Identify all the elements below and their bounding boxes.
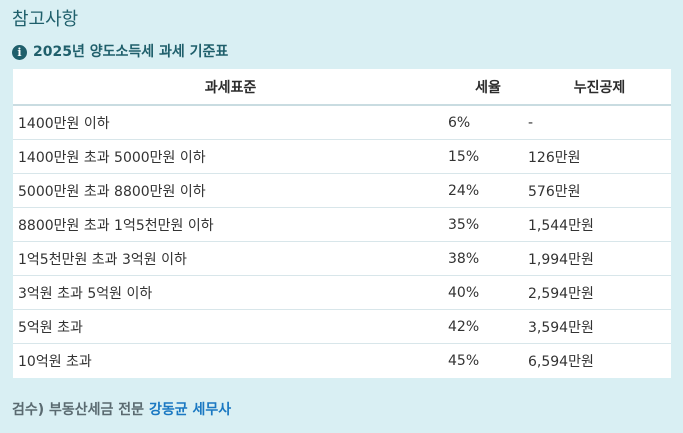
column-header-tax-base: 과세표준 (13, 69, 448, 106)
deduction-cell: 576만원 (528, 173, 671, 208)
tax-base-cell: 5억원 초과 (13, 309, 448, 344)
tax-rate-cell: 24% (448, 173, 528, 208)
tax-base-cell: 10억원 초과 (18, 354, 92, 370)
tax-base-cell: 5000만원 초과 8800만원 이하 (13, 173, 448, 208)
deduction-cell: 1,544만원 (528, 207, 671, 242)
tax-rate-cell: 45% (448, 353, 480, 369)
tax-rate-cell: 15% (448, 139, 528, 174)
tax-rate-cell: 6% (448, 105, 528, 140)
table-row: 1400만원 초과 5000만원 이하 15% 126만원 (13, 139, 671, 174)
table-row: 8800만원 초과 1억5천만원 이하 35% 1,544만원 (13, 207, 671, 242)
tax-base-cell: 1억5천만원 초과 3억원 이하 (13, 241, 448, 276)
tax-base-cell: 3억원 초과 5억원 이하 (13, 275, 448, 310)
table-caption-text: 2025년 양도소득세 과세 기준표 (33, 44, 229, 60)
table-row: 3억원 초과 5억원 이하 40% 2,594만원 (13, 275, 671, 310)
table-header-row: 과세표준 세율 누진공제 (13, 69, 671, 106)
deduction-cell: 1,994만원 (528, 241, 671, 276)
column-header-deduction: 누진공제 (528, 69, 671, 106)
deduction-cell: - (528, 105, 671, 140)
tax-base-cell: 8800만원 초과 1억5천만원 이하 (13, 207, 448, 242)
table-row: 1400만원 이하 6% - (13, 105, 671, 140)
deduction-cell: 2,594만원 (528, 275, 671, 310)
deduction-cell: 6,594만원 (528, 354, 594, 370)
tax-base-cell: 1400만원 이하 (13, 105, 448, 140)
table-caption: i 2025년 양도소득세 과세 기준표 (12, 42, 228, 62)
info-icon: i (12, 44, 27, 60)
table-row: 5억원 초과 42% 3,594만원 (13, 309, 671, 344)
tax-rate-cell: 38% (448, 241, 528, 276)
reviewer-prefix: 검수) 부동산세금 전문 (12, 402, 149, 418)
reviewer-credit: 검수) 부동산세금 전문 강동균 세무사 (12, 400, 231, 420)
tax-rate-cell: 35% (448, 207, 528, 242)
table-row: 1억5천만원 초과 3억원 이하 38% 1,994만원 (13, 241, 671, 276)
tax-rate-cell: 42% (448, 309, 528, 344)
section-title: 참고사항 (12, 9, 79, 30)
tax-rate-table: 과세표준 세율 누진공제 1400만원 이하 6% - 1400만원 초과 50… (13, 69, 671, 378)
tax-rate-cell: 40% (448, 275, 528, 310)
table-row: 5000만원 초과 8800만원 이하 24% 576만원 (13, 173, 671, 208)
deduction-cell: 126만원 (528, 139, 671, 174)
reviewer-author-link[interactable]: 강동균 세무사 (148, 402, 232, 418)
deduction-cell: 3,594만원 (528, 309, 671, 344)
table-row: 10억원 초과 45% 6,594만원 (13, 344, 671, 379)
tax-base-cell: 1400만원 초과 5000만원 이하 (13, 139, 448, 174)
column-header-tax-rate: 세율 (448, 69, 528, 106)
